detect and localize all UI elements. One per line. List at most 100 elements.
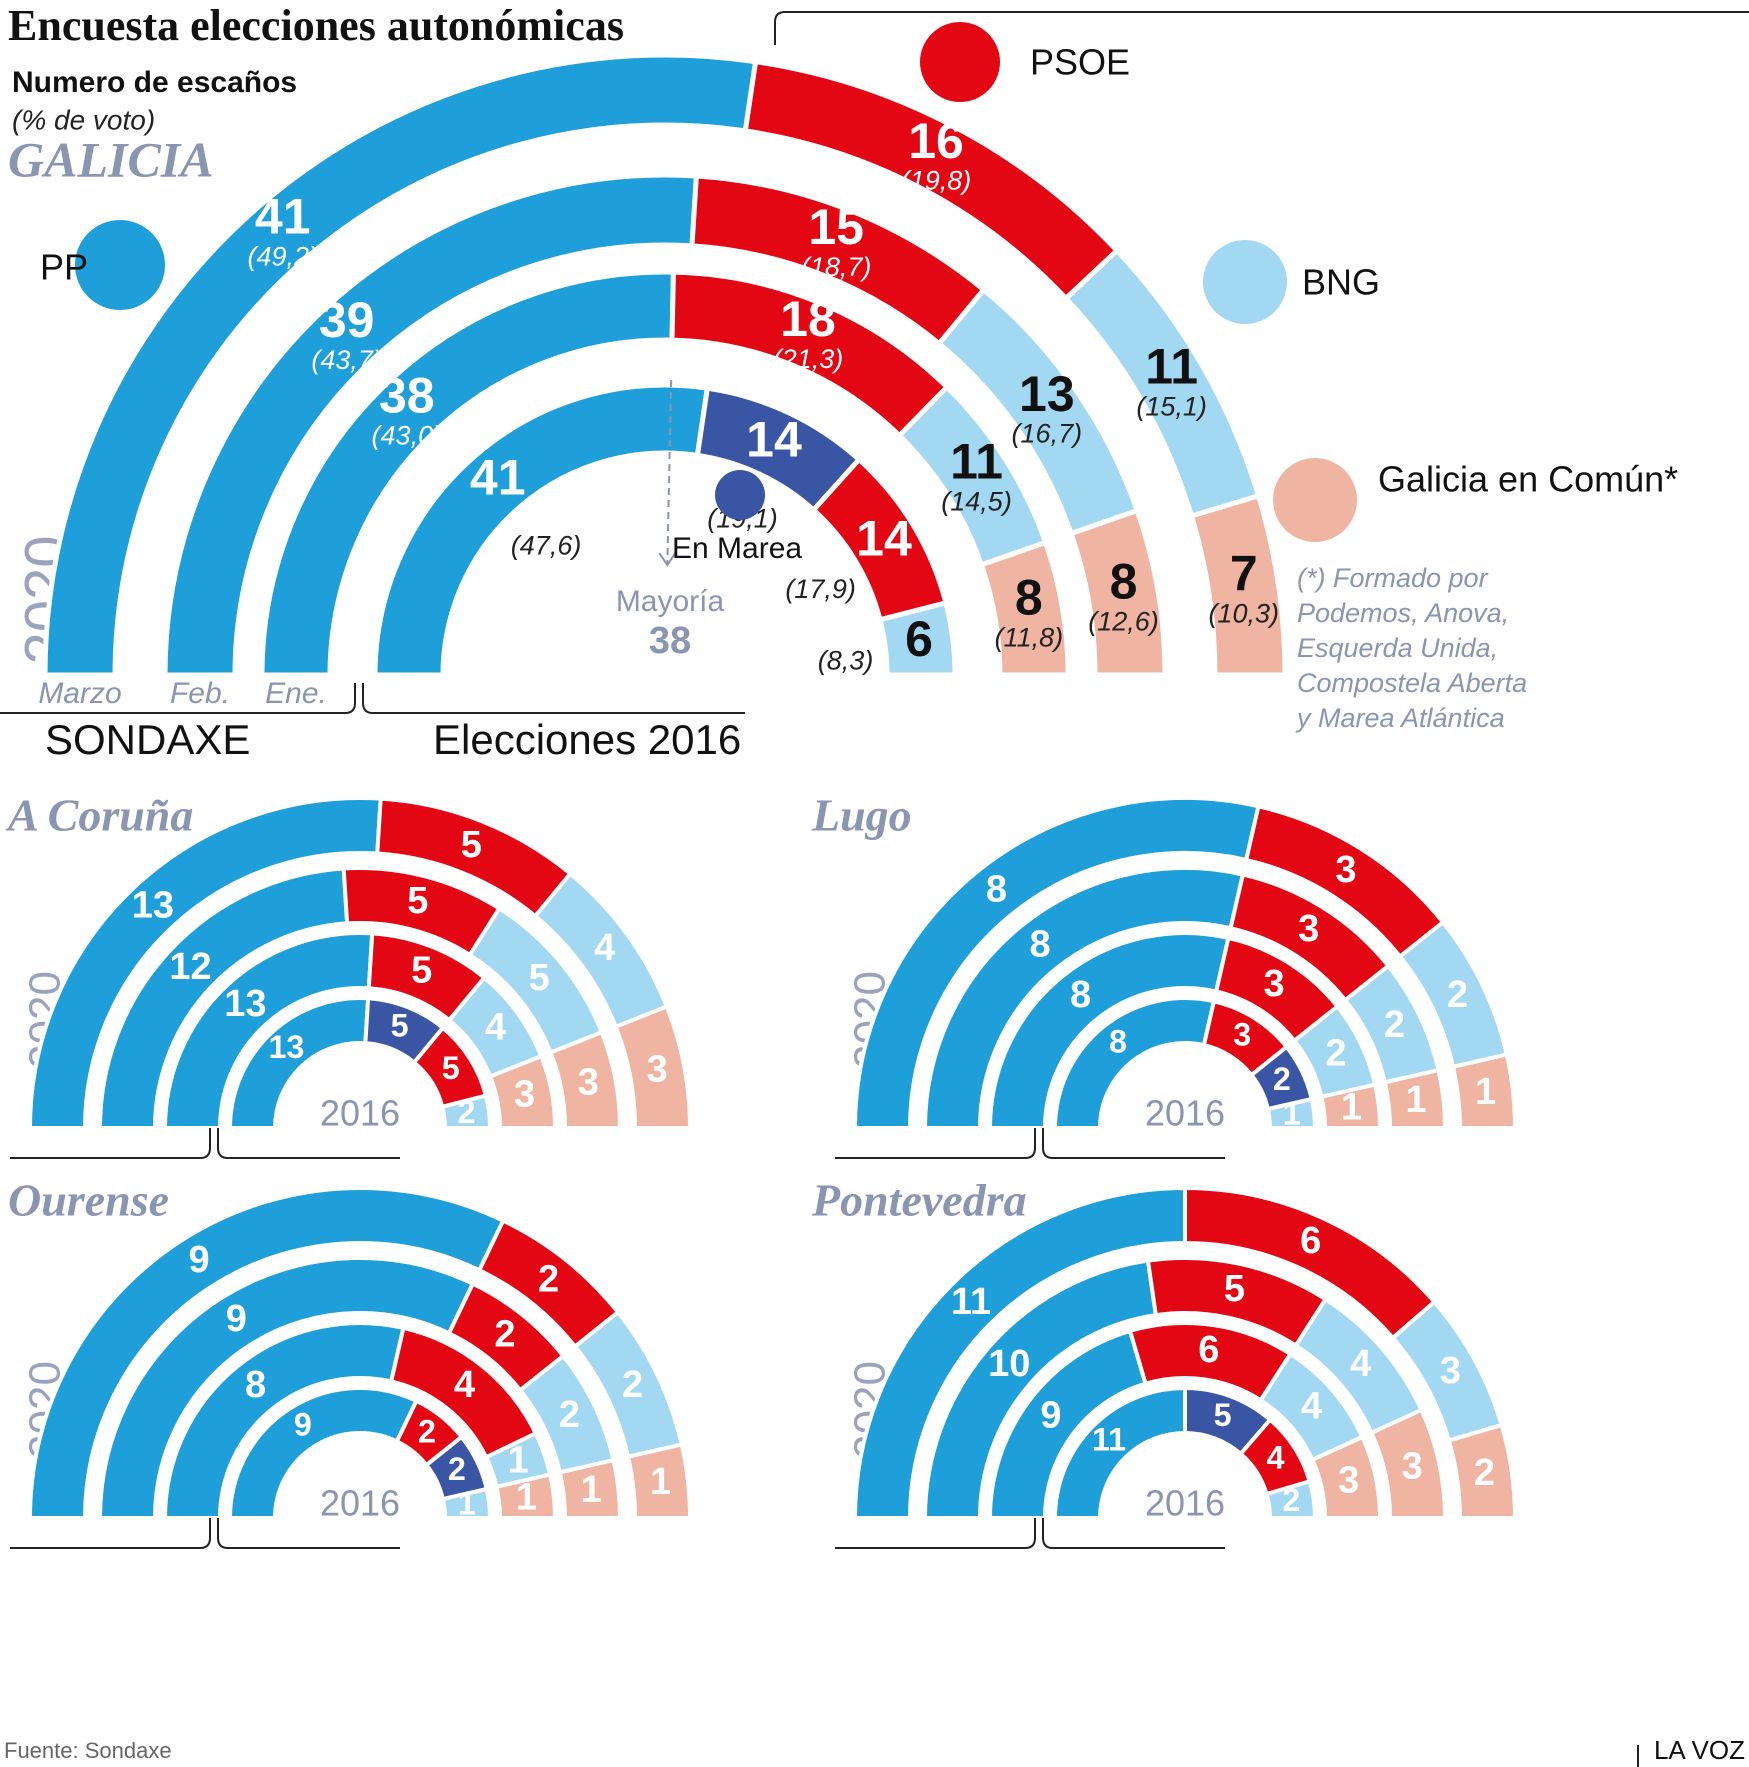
seat-label: 2 bbox=[1447, 974, 1468, 1016]
seat-label: 4 bbox=[594, 927, 615, 969]
legend-label: PSOE bbox=[1030, 42, 1130, 83]
seat-label: 8 bbox=[1029, 923, 1050, 965]
ring-label: 2016 bbox=[320, 1093, 400, 1134]
seat-label: 11 bbox=[951, 1281, 991, 1323]
seat-label: 11 bbox=[1145, 339, 1198, 395]
seat-label: 2 bbox=[559, 1394, 580, 1436]
footnote: Podemos, Anova, bbox=[1297, 598, 1509, 628]
seat-label: 13 bbox=[132, 885, 174, 927]
bracket bbox=[1042, 1518, 1225, 1549]
vote-label: (43,7) bbox=[311, 345, 382, 375]
seat-label: 39 bbox=[319, 292, 375, 348]
seat-label: 5 bbox=[461, 824, 482, 866]
seat-label: 2 bbox=[418, 1413, 436, 1449]
seat-label: 5 bbox=[1214, 1397, 1232, 1433]
seat-segment bbox=[1382, 1067, 1448, 1130]
party-logo bbox=[715, 470, 765, 520]
footnote: (*) Formado por bbox=[1297, 563, 1489, 593]
majority-line bbox=[666, 380, 673, 566]
seat-label: 3 bbox=[1335, 849, 1356, 891]
seat-label: 3 bbox=[1264, 963, 1285, 1005]
group-label: Elecciones 2016 bbox=[433, 716, 741, 763]
ring-label: Feb. bbox=[170, 677, 230, 710]
vote-label: (16,7) bbox=[1012, 419, 1083, 449]
brand: LA VOZ bbox=[1654, 1735, 1745, 1765]
seat-label: 1 bbox=[1405, 1079, 1426, 1121]
seat-label: 38 bbox=[379, 368, 435, 424]
vote-label: (47,6) bbox=[511, 530, 582, 560]
seat-label: 4 bbox=[485, 1007, 506, 1049]
seat-segment bbox=[625, 1442, 693, 1520]
vote-label: (12,6) bbox=[1088, 607, 1159, 637]
seat-label: 15 bbox=[808, 199, 864, 255]
seat-segment bbox=[1450, 1052, 1518, 1130]
chart-title: Lugo bbox=[811, 790, 912, 841]
vote-label: (14,5) bbox=[941, 486, 1012, 516]
ring-label: 2016 bbox=[1145, 1093, 1225, 1134]
seat-label: 3 bbox=[1233, 1017, 1251, 1053]
seat-label: 9 bbox=[226, 1298, 247, 1340]
party-logo bbox=[920, 22, 1000, 102]
seat-segment bbox=[1052, 996, 1217, 1130]
legend-label: Galicia en Común* bbox=[1378, 459, 1678, 500]
footnote: Esquerda Unida, bbox=[1297, 633, 1498, 663]
chart-title: Ourense bbox=[8, 1175, 169, 1226]
seat-segment bbox=[487, 1053, 558, 1130]
seat-label: 2 bbox=[1474, 1452, 1495, 1494]
seat-label: 1 bbox=[580, 1469, 601, 1511]
seat-label: 5 bbox=[391, 1008, 409, 1044]
seat-label: 6 bbox=[1300, 1220, 1321, 1262]
seat-label: 4 bbox=[1301, 1385, 1322, 1427]
seat-label: 14 bbox=[856, 511, 912, 567]
seat-segment bbox=[439, 1093, 493, 1130]
seat-label: 3 bbox=[1440, 1350, 1461, 1392]
seat-segment bbox=[227, 1386, 420, 1520]
seat-label: 5 bbox=[411, 949, 432, 991]
bracket bbox=[362, 683, 745, 714]
seat-label: 4 bbox=[1266, 1439, 1284, 1475]
bracket bbox=[835, 1518, 1036, 1549]
vote-label: (8,3) bbox=[818, 645, 874, 675]
seat-segment bbox=[1368, 1407, 1448, 1520]
seat-label: 1 bbox=[516, 1476, 537, 1518]
seat-segment bbox=[978, 539, 1071, 678]
seat-segment bbox=[1319, 1082, 1383, 1130]
bracket bbox=[0, 683, 356, 714]
chart-title: Pontevedra bbox=[811, 1175, 1027, 1226]
ring-label: 2016 bbox=[320, 1483, 400, 1524]
seat-label: 16 bbox=[908, 113, 964, 169]
party-logo bbox=[75, 220, 165, 310]
ring-label: 2016 bbox=[1145, 1483, 1225, 1524]
seat-segment bbox=[987, 931, 1231, 1130]
bracket bbox=[1042, 1128, 1225, 1159]
seat-label: 5 bbox=[529, 957, 550, 999]
seat-label: 2 bbox=[1325, 1032, 1346, 1074]
bracket bbox=[835, 1128, 1036, 1159]
seat-label: 2 bbox=[494, 1313, 515, 1355]
seat-label: 7 bbox=[1230, 546, 1258, 602]
seat-segment bbox=[1067, 507, 1168, 678]
bracket bbox=[217, 1128, 400, 1159]
majority-label: Mayoría bbox=[616, 585, 725, 618]
vote-label: (11,8) bbox=[995, 623, 1064, 653]
seat-label: 5 bbox=[1224, 1268, 1245, 1310]
vote-label: (10,3) bbox=[1208, 599, 1279, 629]
seat-segment bbox=[1265, 1096, 1318, 1130]
title-rule bbox=[774, 11, 1749, 45]
seat-label: 18 bbox=[780, 291, 836, 347]
vote-label: (19,8) bbox=[901, 166, 972, 196]
source: Fuente: Sondaxe bbox=[4, 1738, 172, 1763]
vote-label: (15,1) bbox=[1136, 392, 1207, 422]
vote-label: (18,7) bbox=[801, 252, 872, 282]
seat-label: 8 bbox=[1109, 1023, 1127, 1059]
seat-segment bbox=[1264, 1478, 1318, 1520]
seat-segment bbox=[97, 1256, 476, 1520]
seat-label: 13 bbox=[224, 983, 266, 1025]
seat-label: 2 bbox=[1273, 1061, 1291, 1097]
legend-label: En Marea bbox=[672, 532, 802, 565]
footnote: y Marea Atlántica bbox=[1295, 703, 1505, 733]
seat-label: 41 bbox=[470, 449, 526, 505]
ring-label: Ene. bbox=[265, 677, 327, 710]
seat-label: 9 bbox=[1040, 1395, 1061, 1437]
